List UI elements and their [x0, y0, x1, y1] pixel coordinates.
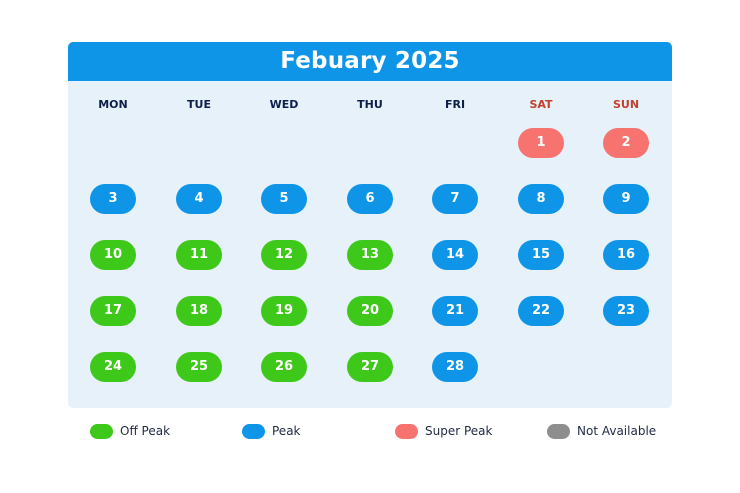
- legend-item-off-peak: Off Peak: [90, 422, 170, 440]
- legend: Off Peak Peak Super Peak Not Available: [0, 422, 740, 440]
- legend-label: Peak: [272, 424, 301, 438]
- legend-item-peak: Peak: [242, 422, 301, 440]
- day-23-peak[interactable]: 23: [603, 296, 649, 326]
- day-1-super-peak[interactable]: 1: [518, 128, 564, 158]
- weekday-wed: WED: [269, 98, 299, 111]
- day-2-super-peak[interactable]: 2: [603, 128, 649, 158]
- day-25-off-peak[interactable]: 25: [176, 352, 222, 382]
- day-10-off-peak[interactable]: 10: [90, 240, 136, 270]
- calendar-title: Febuary 2025: [68, 42, 672, 81]
- legend-swatch-off-peak: [90, 423, 113, 439]
- day-11-off-peak[interactable]: 11: [176, 240, 222, 270]
- day-5-peak[interactable]: 5: [261, 184, 307, 214]
- day-12-off-peak[interactable]: 12: [261, 240, 307, 270]
- day-22-peak[interactable]: 22: [518, 296, 564, 326]
- legend-swatch-peak: [242, 423, 265, 439]
- day-21-peak[interactable]: 21: [432, 296, 478, 326]
- calendar: Febuary 2025 MON TUE WED THU FRI SAT SUN 1 2 3 4 5 6…: [68, 42, 672, 408]
- legend-label: Off Peak: [120, 424, 171, 438]
- weekday-fri: FRI: [444, 98, 466, 111]
- day-8-peak[interactable]: 8: [518, 184, 564, 214]
- weekday-mon: MON: [98, 98, 128, 111]
- day-13-off-peak[interactable]: 13: [347, 240, 393, 270]
- day-24-off-peak[interactable]: 24: [90, 352, 136, 382]
- day-19-off-peak[interactable]: 19: [261, 296, 307, 326]
- legend-label: Not Available: [577, 424, 657, 438]
- day-15-peak[interactable]: 15: [518, 240, 564, 270]
- legend-swatch-super-peak: [395, 423, 418, 439]
- day-28-peak[interactable]: 28: [432, 352, 478, 382]
- day-26-off-peak[interactable]: 26: [261, 352, 307, 382]
- day-20-off-peak[interactable]: 20: [347, 296, 393, 326]
- legend-item-not-available: Not Available: [547, 422, 656, 440]
- weekday-thu: THU: [357, 98, 383, 111]
- day-6-peak[interactable]: 6: [347, 184, 393, 214]
- weekday-sat: SAT: [529, 98, 553, 111]
- day-14-peak[interactable]: 14: [432, 240, 478, 270]
- legend-item-super-peak: Super Peak: [395, 422, 492, 440]
- weekday-tue: TUE: [187, 98, 211, 111]
- weekday-sun: SUN: [612, 98, 640, 111]
- day-4-peak[interactable]: 4: [176, 184, 222, 214]
- day-7-peak[interactable]: 7: [432, 184, 478, 214]
- legend-label: Super Peak: [425, 424, 493, 438]
- legend-swatch-not-available: [547, 423, 570, 439]
- day-27-off-peak[interactable]: 27: [347, 352, 393, 382]
- day-16-peak[interactable]: 16: [603, 240, 649, 270]
- day-3-peak[interactable]: 3: [90, 184, 136, 214]
- day-9-peak[interactable]: 9: [603, 184, 649, 214]
- day-18-off-peak[interactable]: 18: [176, 296, 222, 326]
- day-17-off-peak[interactable]: 17: [90, 296, 136, 326]
